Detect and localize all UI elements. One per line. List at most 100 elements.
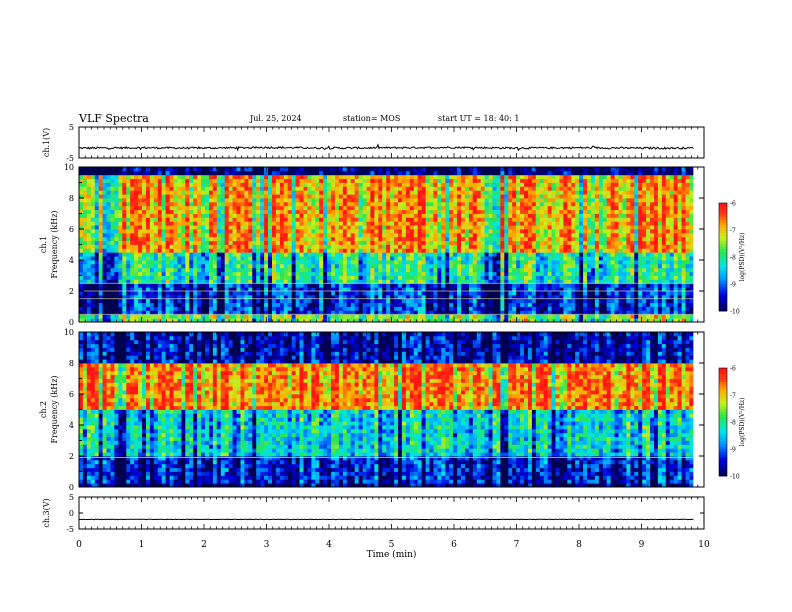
spectrogram-cell <box>189 182 194 187</box>
spectrogram-cell <box>524 294 529 300</box>
spectrogram-cell <box>433 271 438 276</box>
spectrogram-cell <box>559 201 564 207</box>
spectrogram-cell <box>461 225 466 230</box>
spectrogram-cell <box>555 298 560 304</box>
spectrogram-cell <box>98 232 103 238</box>
spectrogram-cell <box>405 209 411 214</box>
spectrogram-cell <box>287 186 292 191</box>
spectrogram-cell <box>472 229 478 234</box>
spectrogram-cell <box>224 167 229 172</box>
spectrogram-cell <box>346 240 352 245</box>
spectrogram-cell <box>453 170 458 176</box>
spectrogram-cell <box>268 275 273 280</box>
spectrogram-cell <box>189 248 194 253</box>
spectrogram-cell <box>401 275 407 280</box>
spectrogram-cell <box>366 225 371 230</box>
spectrogram-cell <box>350 298 355 304</box>
spectrogram-cell <box>421 209 426 214</box>
spectrogram-cell <box>106 194 111 199</box>
spectrogram-cell <box>425 236 430 242</box>
spectrogram-cell <box>126 244 131 249</box>
spectrogram-cell <box>220 213 226 218</box>
spectrogram-cell <box>307 232 312 238</box>
spectrogram-cell <box>228 209 233 214</box>
spectrogram-cell <box>409 209 415 214</box>
spectrogram-cell <box>244 271 249 276</box>
spectrogram-cell <box>185 178 190 183</box>
spectrogram-cell <box>362 244 367 249</box>
spectrogram-cell <box>323 182 328 187</box>
spectrogram-cell <box>409 232 415 238</box>
spectrogram-cell <box>185 205 190 211</box>
spectrogram-cell <box>563 236 568 242</box>
spectrogram-cell <box>472 209 478 214</box>
spectrogram-cell <box>307 198 312 203</box>
spectrogram-cell <box>453 279 458 284</box>
spectrogram-cell <box>130 209 135 214</box>
spectrogram-cell <box>299 318 304 323</box>
spectrogram-cell <box>433 225 438 230</box>
spectrogram-cell <box>398 302 403 307</box>
spectrogram-cell <box>197 252 202 257</box>
spectrogram-cell <box>122 186 127 191</box>
spectrogram-cell <box>543 291 548 296</box>
spectrogram-cell <box>299 267 304 273</box>
spectrogram-cell <box>508 244 513 249</box>
spectrogram-cell <box>468 186 474 191</box>
spectrogram-cell <box>512 194 517 199</box>
spectrogram-cell <box>252 186 257 191</box>
spectrogram-cell <box>224 194 229 199</box>
spectrogram-cell <box>216 201 222 207</box>
spectrogram-cell <box>441 217 446 222</box>
spectrogram-cell <box>177 267 182 273</box>
spectrogram-cell <box>366 260 371 265</box>
spectrogram-cell <box>338 221 344 226</box>
spectrogram-cell <box>319 229 324 234</box>
spectrogram-cell <box>323 248 328 253</box>
spectrogram-cell <box>86 302 92 307</box>
spectrogram-cell <box>563 275 568 280</box>
spectrogram-cell <box>405 256 411 261</box>
spectrogram-cell <box>461 174 466 180</box>
spectrogram-cell <box>543 248 548 253</box>
spectrogram-cell <box>516 174 521 180</box>
signal-trace <box>79 143 694 152</box>
spectrogram-cell <box>445 232 450 238</box>
spectrogram-cell <box>358 310 363 315</box>
spectrogram-cell <box>417 271 422 276</box>
spectrogram-cell <box>500 167 505 172</box>
spectrogram-cell <box>500 221 505 226</box>
spectrogram-cell <box>429 248 434 253</box>
spectrogram-cell <box>146 283 151 288</box>
spectrogram-cell <box>173 287 178 292</box>
spectrogram-cell <box>256 225 261 230</box>
spectrogram-cell <box>90 291 96 296</box>
spectrogram-cell <box>311 252 316 257</box>
spectrogram-cell <box>559 287 564 292</box>
spectrogram-cell <box>468 174 474 180</box>
spectrogram-cell <box>311 260 316 265</box>
spectrogram-cell <box>417 221 422 226</box>
spectrogram-cell <box>260 252 265 257</box>
spectrogram-cell <box>421 260 426 265</box>
spectrogram-cell <box>401 221 407 226</box>
spectrogram-cell <box>275 186 281 191</box>
spectrogram-cell <box>303 190 308 195</box>
spectrogram-cell <box>327 256 332 261</box>
spectrogram-cell <box>465 232 470 238</box>
spectrogram-cell <box>94 229 100 234</box>
spectrogram-cell <box>327 201 332 207</box>
spectrogram-cell <box>315 283 320 288</box>
spectrogram-cell <box>216 267 222 273</box>
spectrogram-cell <box>114 283 119 288</box>
spectrogram-cell <box>516 232 521 238</box>
spectrogram-cell <box>524 170 529 176</box>
spectrogram-cell <box>531 275 537 280</box>
spectrogram-cell <box>307 318 312 323</box>
spectrogram-cell <box>331 229 336 234</box>
spectrogram-cell <box>118 260 123 265</box>
spectrogram-cell <box>311 217 316 222</box>
spectrogram-cell <box>350 217 355 222</box>
spectrogram-cell <box>524 314 529 319</box>
spectrogram-cell <box>228 178 233 183</box>
